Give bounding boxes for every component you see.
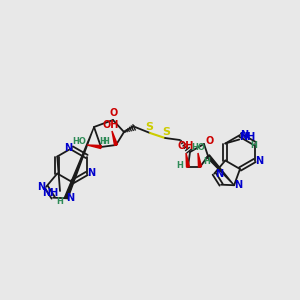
Text: O: O: [110, 108, 118, 118]
Text: H: H: [250, 141, 257, 150]
Polygon shape: [186, 153, 190, 167]
Text: N: N: [87, 169, 95, 178]
Polygon shape: [198, 153, 202, 167]
Text: N: N: [234, 180, 242, 190]
Text: N: N: [66, 193, 74, 203]
Text: S: S: [162, 127, 170, 137]
Text: N: N: [215, 169, 223, 179]
Text: N: N: [37, 182, 45, 192]
Text: S: S: [145, 122, 153, 132]
Polygon shape: [64, 127, 94, 199]
Text: HO: HO: [72, 137, 86, 146]
Text: OH: OH: [178, 141, 194, 151]
Text: H: H: [103, 137, 110, 146]
Text: H: H: [204, 158, 210, 166]
Text: O: O: [206, 136, 214, 146]
Text: NH: NH: [239, 131, 255, 142]
Text: H: H: [177, 160, 183, 169]
Text: N: N: [64, 143, 72, 153]
Polygon shape: [112, 131, 117, 146]
Text: N: N: [255, 155, 263, 166]
Text: N: N: [240, 130, 248, 140]
Text: NH: NH: [42, 188, 58, 198]
Polygon shape: [87, 145, 101, 148]
Text: H: H: [57, 196, 63, 206]
Text: HO: HO: [191, 142, 205, 152]
Polygon shape: [207, 155, 234, 185]
Text: H: H: [100, 136, 106, 146]
Text: OH: OH: [103, 120, 119, 130]
